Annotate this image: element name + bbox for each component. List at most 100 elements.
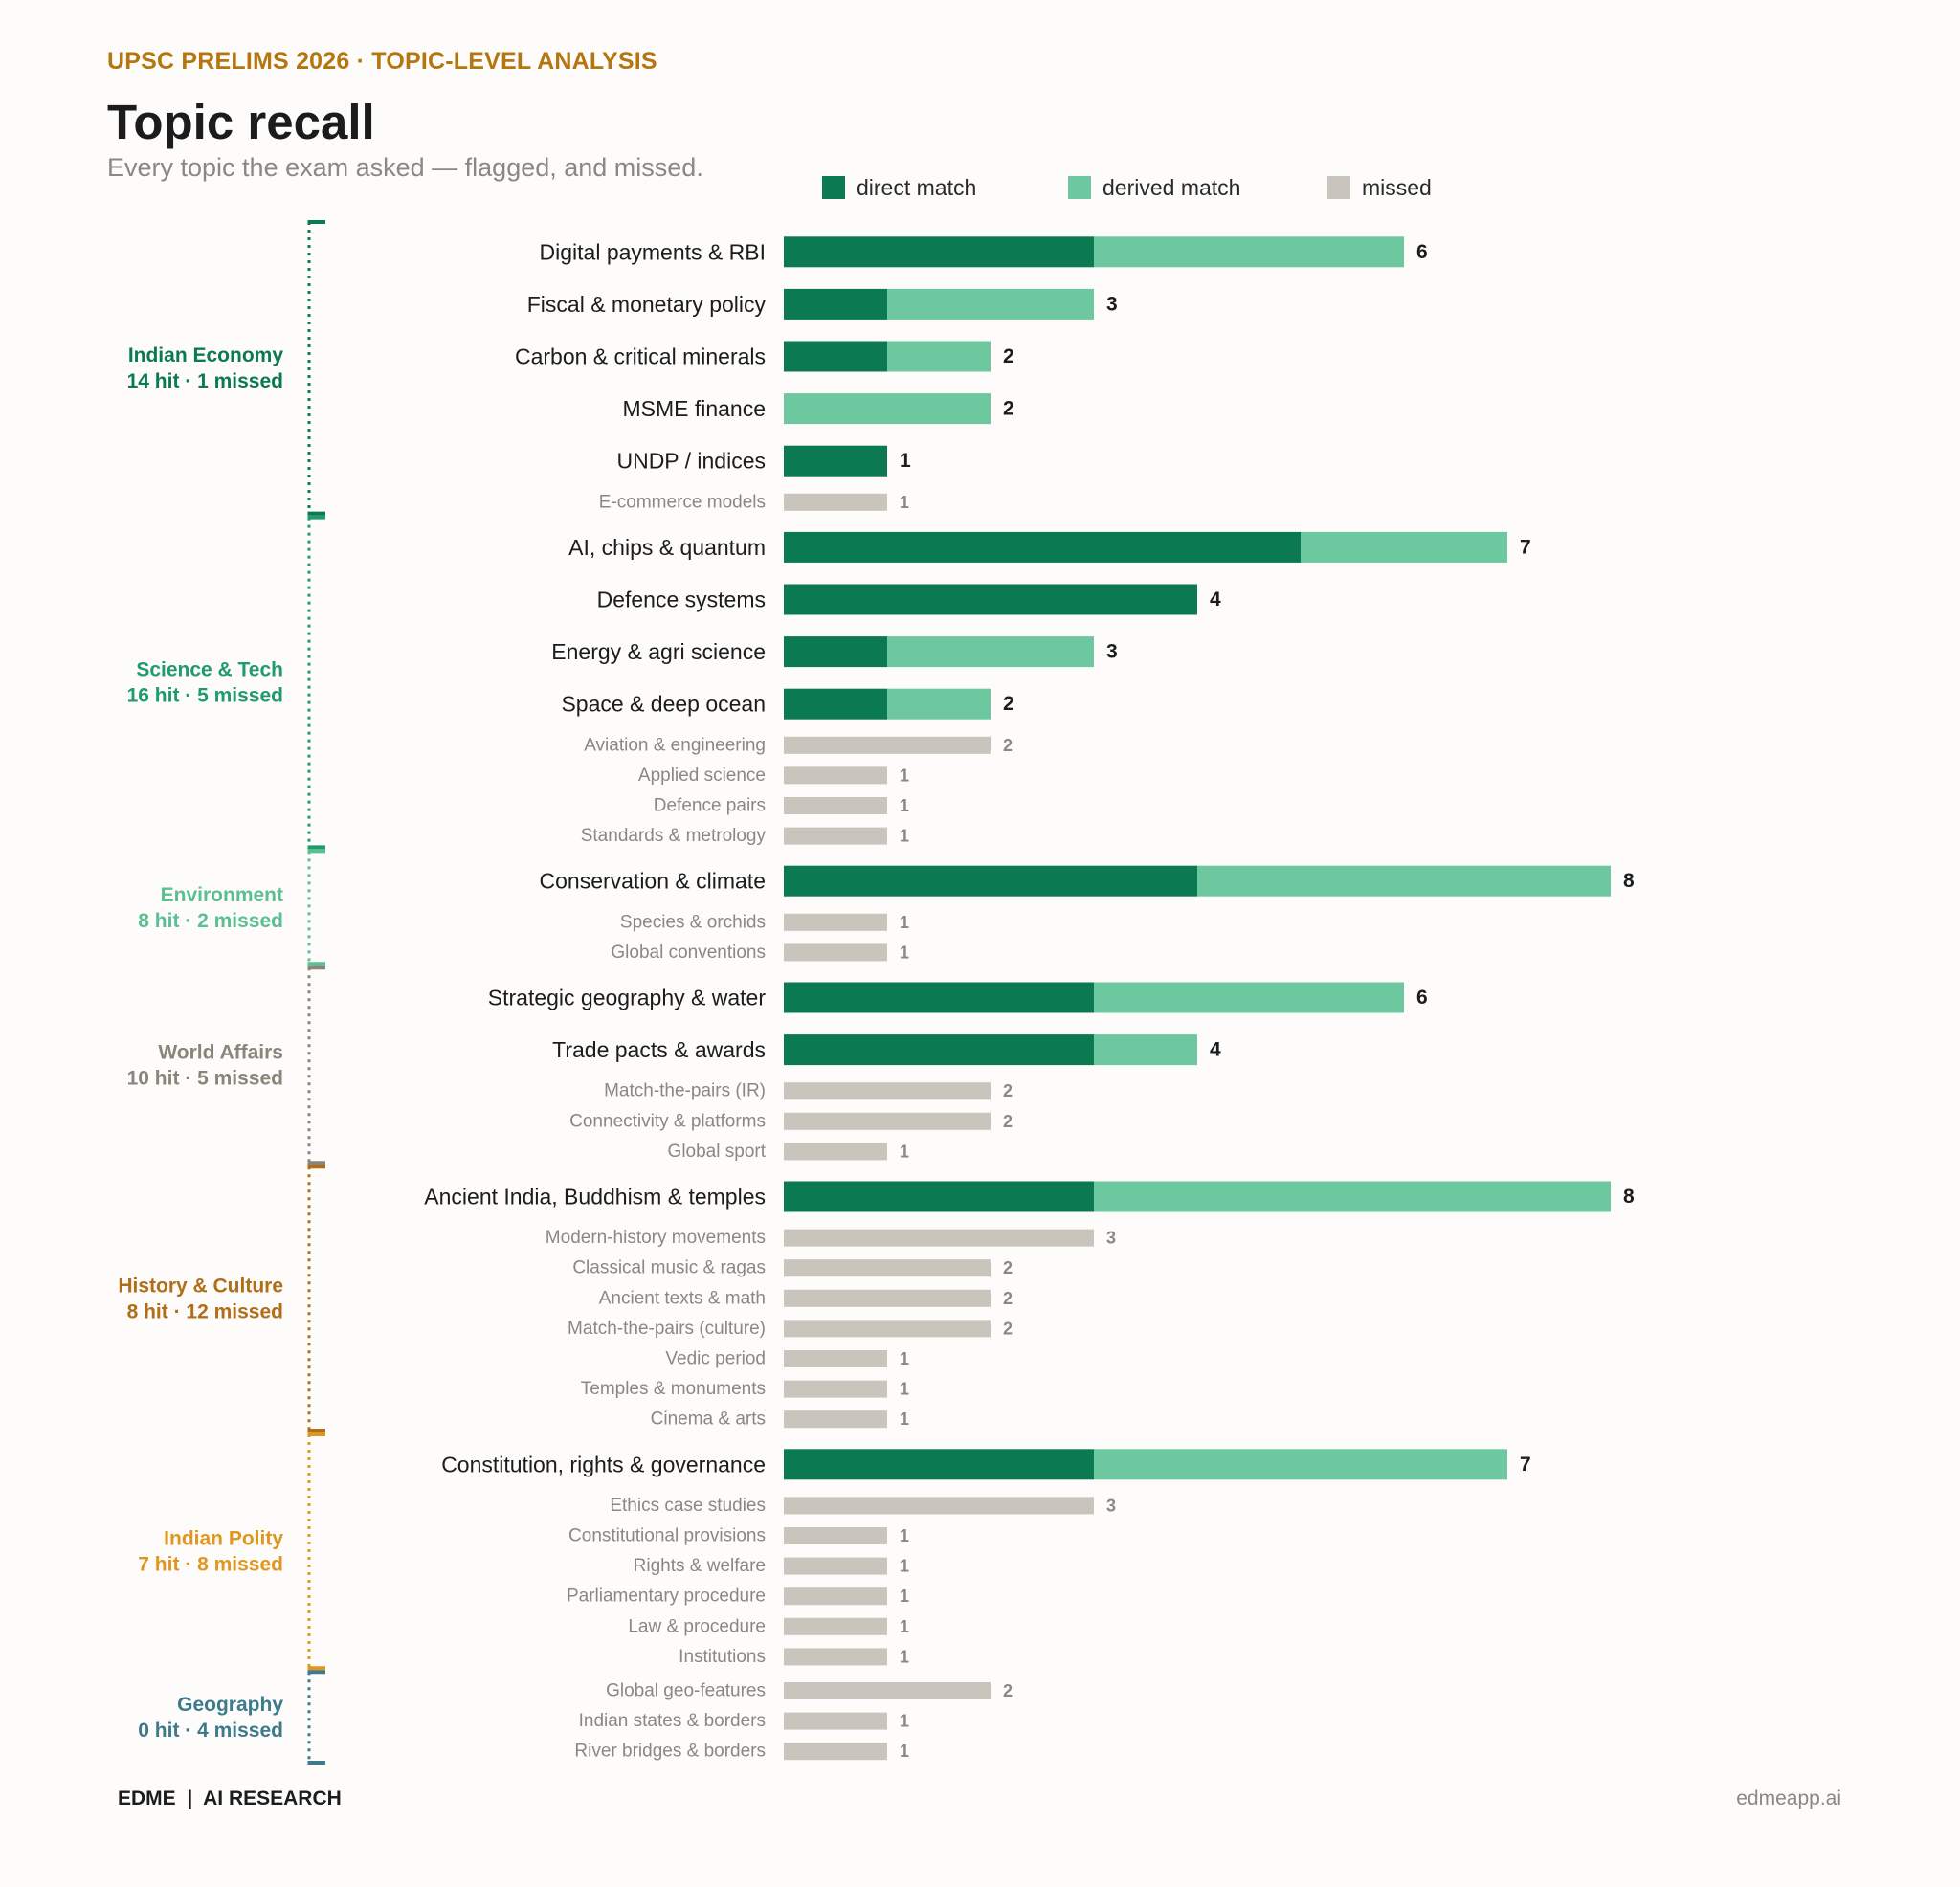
tick-label-ethics-case-studies: Ethics case studies [610, 1496, 766, 1516]
group-summary-science-tech: 16 hit · 5 missed [127, 685, 283, 707]
tick-label-ai-chips-quantum: AI, chips & quantum [568, 535, 766, 560]
data-label-parliamentary-procedure: 1 [900, 1587, 909, 1606]
group-summary-indian-economy: 14 hit · 1 missed [127, 370, 283, 392]
tick-label-carbon-critical-minerals: Carbon & critical minerals [515, 344, 766, 369]
bar-direct-conservation-climate [784, 865, 1197, 897]
tick-label-msme-finance: MSME finance [622, 396, 766, 421]
footer-url: edmeapp.ai [1736, 1787, 1841, 1809]
bar-missed-match-the-pairs-ir [784, 1082, 991, 1100]
group-summary-indian-polity: 7 hit · 8 missed [138, 1554, 283, 1576]
legend-item-derived: derived match [1068, 172, 1240, 203]
bar-missed-global-geo-features [784, 1682, 991, 1699]
data-label-match-the-pairs-culture: 2 [1003, 1319, 1013, 1338]
tick-label-constitution-rights-governance: Constitution, rights & governance [441, 1452, 766, 1476]
tick-label-fiscal-monetary-policy: Fiscal & monetary policy [527, 292, 767, 317]
bar-missed-ancient-texts-math [784, 1289, 991, 1307]
tick-label-classical-music-ragas: Classical music & ragas [572, 1258, 766, 1278]
group-label-indian-polity: Indian Polity [164, 1528, 283, 1550]
bar-missed-ethics-case-studies [784, 1497, 1094, 1515]
tick-label-vedic-period: Vedic period [665, 1349, 766, 1369]
bar-missed-match-the-pairs-culture [784, 1320, 991, 1338]
bar-missed-institutions [784, 1648, 887, 1666]
tick-label-applied-science: Applied science [638, 766, 766, 786]
chart-title: Topic recall [107, 95, 375, 149]
data-label-ethics-case-studies: 3 [1106, 1496, 1116, 1515]
legend-swatch-direct [822, 176, 845, 199]
tick-label-global-geo-features: Global geo-features [606, 1681, 766, 1701]
bar-derived-conservation-climate [1197, 865, 1611, 897]
bar-direct-digital-payments-rbi [784, 236, 1094, 268]
tick-label-e-commerce-models: E-commerce models [599, 492, 766, 512]
bar-missed-cinema-arts [784, 1410, 887, 1429]
bar-missed-river-bridges-borders [784, 1743, 887, 1761]
bar-direct-constitution-rights-governance [784, 1449, 1094, 1480]
group-label-geography: Geography [177, 1694, 283, 1716]
bar-derived-digital-payments-rbi [1094, 236, 1404, 268]
data-label-applied-science: 1 [900, 766, 909, 785]
data-label-constitutional-provisions: 1 [900, 1526, 909, 1545]
legend-label-direct: direct match [857, 174, 977, 200]
tick-label-standards-metrology: Standards & metrology [581, 826, 767, 846]
data-label-fiscal-monetary-policy: 3 [1106, 293, 1118, 315]
data-label-undp-indices: 1 [900, 450, 911, 472]
data-label-match-the-pairs-ir: 2 [1003, 1081, 1013, 1100]
tick-label-parliamentary-procedure: Parliamentary procedure [567, 1587, 766, 1607]
data-label-constitution-rights-governance: 7 [1520, 1454, 1531, 1476]
bar-missed-connectivity-platforms [784, 1112, 991, 1130]
bar-derived-ai-chips-quantum [1301, 531, 1507, 563]
bar-missed-species-orchids [784, 913, 887, 931]
data-label-ancient-india-buddhism-temples: 8 [1623, 1186, 1635, 1208]
data-label-species-orchids: 1 [900, 913, 909, 932]
tick-label-law-procedure: Law & procedure [628, 1616, 766, 1636]
tick-label-rights-welfare: Rights & welfare [634, 1556, 766, 1576]
data-label-global-conventions: 1 [900, 943, 909, 962]
chart-subtitle: Every topic the exam asked — flagged, an… [107, 153, 703, 182]
tick-label-constitutional-provisions: Constitutional provisions [568, 1526, 766, 1546]
tick-label-undp-indices: UNDP / indices [616, 449, 766, 474]
bar-missed-global-sport [784, 1143, 887, 1161]
legend-item-direct: direct match [822, 172, 976, 203]
data-label-digital-payments-rbi: 6 [1416, 241, 1428, 263]
tick-label-match-the-pairs-ir: Match-the-pairs (IR) [604, 1081, 766, 1101]
tick-label-ancient-india-buddhism-temples: Ancient India, Buddhism & temples [424, 1185, 766, 1210]
bar-derived-constitution-rights-governance [1094, 1449, 1507, 1480]
bar-direct-trade-pacts-awards [784, 1034, 1094, 1066]
tick-label-species-orchids: Species & orchids [620, 912, 766, 932]
bar-derived-ancient-india-buddhism-temples [1094, 1181, 1611, 1212]
tick-label-connectivity-platforms: Connectivity & platforms [569, 1111, 766, 1131]
bar-direct-space-deep-ocean [784, 688, 887, 720]
bar-missed-law-procedure [784, 1617, 887, 1635]
bar-derived-space-deep-ocean [887, 688, 991, 720]
data-label-temples-monuments: 1 [900, 1380, 909, 1399]
tick-label-temples-monuments: Temples & monuments [581, 1379, 766, 1399]
bar-derived-energy-agri-science [887, 636, 1094, 668]
data-label-defence-systems: 4 [1210, 588, 1221, 610]
bar-derived-trade-pacts-awards [1094, 1034, 1197, 1066]
bar-derived-fiscal-monetary-policy [887, 288, 1094, 320]
bar-missed-vedic-period [784, 1350, 887, 1367]
bar-missed-standards-metrology [784, 827, 887, 845]
legend-label-derived: derived match [1102, 174, 1241, 200]
bar-direct-strategic-geography-water [784, 982, 1094, 1013]
bar-derived-carbon-critical-minerals [887, 341, 991, 372]
legend-item-missed: missed [1327, 172, 1432, 203]
bar-direct-fiscal-monetary-policy [784, 288, 887, 320]
data-label-msme-finance: 2 [1003, 398, 1014, 420]
data-label-law-procedure: 1 [900, 1617, 909, 1636]
group-summary-history-culture: 8 hit · 12 missed [127, 1301, 283, 1323]
tick-label-trade-pacts-awards: Trade pacts & awards [552, 1037, 766, 1062]
group-label-history-culture: History & Culture [118, 1276, 283, 1298]
tick-label-modern-history-movements: Modern-history movements [546, 1228, 766, 1248]
group-label-world-affairs: World Affairs [158, 1042, 283, 1064]
group-summary-world-affairs: 10 hit · 5 missed [127, 1068, 283, 1090]
tick-label-defence-systems: Defence systems [597, 588, 766, 612]
data-label-standards-metrology: 1 [900, 827, 909, 846]
bar-direct-undp-indices [784, 445, 887, 477]
data-label-carbon-critical-minerals: 2 [1003, 345, 1014, 367]
bar-missed-temples-monuments [784, 1380, 887, 1398]
tick-label-strategic-geography-water: Strategic geography & water [488, 986, 767, 1010]
bar-derived-msme-finance [784, 393, 991, 425]
data-label-e-commerce-models: 1 [900, 493, 909, 512]
data-label-ai-chips-quantum: 7 [1520, 536, 1531, 558]
tick-label-global-conventions: Global conventions [611, 943, 766, 963]
